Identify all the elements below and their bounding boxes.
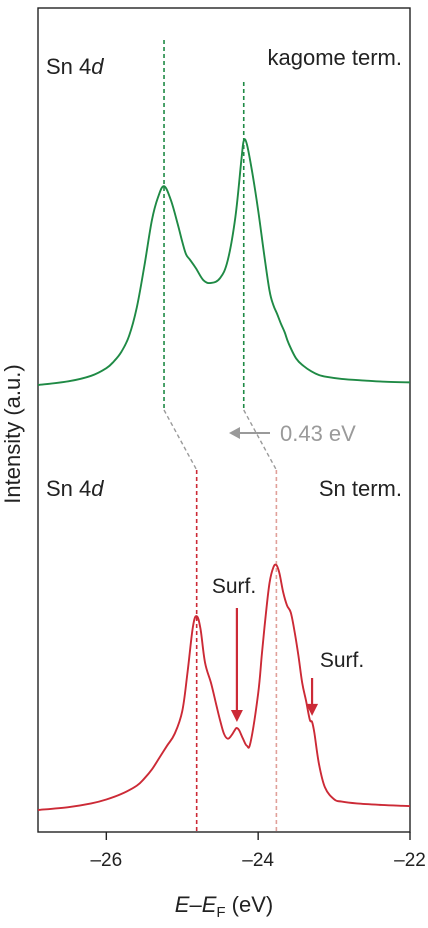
x-tick-label: –24 xyxy=(242,850,274,871)
x-tick-label: –22 xyxy=(394,850,426,871)
panel-label-kagome-left: Sn 4d xyxy=(46,54,104,79)
peak-markers xyxy=(163,40,278,832)
x-axis-ticks: –26 –24 –22 xyxy=(90,832,426,871)
orbital-italic: d xyxy=(91,54,104,79)
y-axis-label: Intensity (a.u.) xyxy=(0,364,25,503)
series-kagome xyxy=(37,138,411,386)
surface-annotation-2: Surf. xyxy=(306,649,364,716)
x-tick-label: –26 xyxy=(90,850,122,871)
orbital-italic: d xyxy=(91,476,104,501)
surface-arrow-2-head xyxy=(306,703,319,716)
shift-arrow-head xyxy=(229,427,240,439)
panel-label-sn-right: Sn term. xyxy=(319,476,402,501)
x-axis-label: E–EF (eV) xyxy=(175,892,273,921)
panel-label-kagome-right: kagome term. xyxy=(268,45,403,70)
panel-label-sn-left: Sn 4d xyxy=(46,476,104,501)
surface-label-2: Surf. xyxy=(320,649,364,672)
surface-arrow-1-head xyxy=(230,709,243,722)
plot-frame xyxy=(37,7,411,833)
shift-connector-2 xyxy=(243,409,277,471)
series-sn xyxy=(37,563,411,811)
surface-annotation-1: Surf. xyxy=(212,575,256,722)
shift-annotation: 0.43 eV xyxy=(229,421,356,446)
shift-value: 0.43 eV xyxy=(280,421,356,446)
surface-label-1: Surf. xyxy=(212,575,256,598)
shift-connector-1 xyxy=(163,409,198,471)
